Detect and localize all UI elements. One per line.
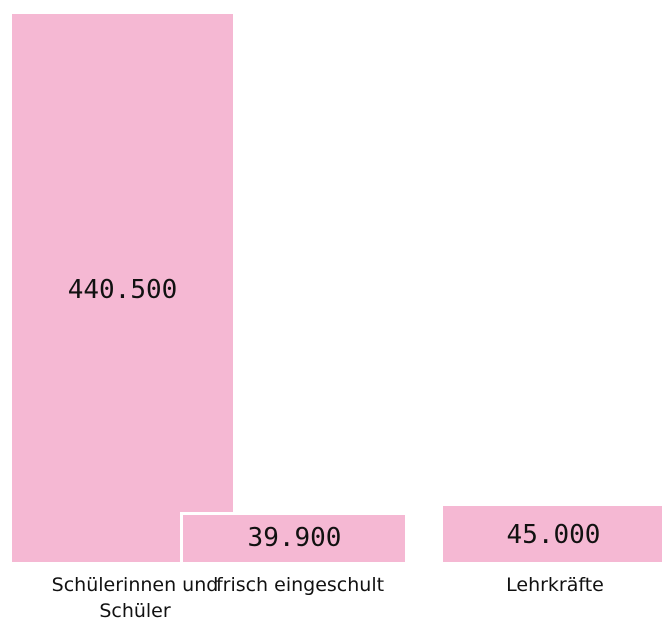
bar (12, 14, 233, 562)
value-label: 39.900 (247, 523, 342, 554)
category-label: Schülerinnen und Schüler (51, 574, 219, 622)
category-label: Lehrkräfte (506, 574, 604, 596)
value-label: 440.500 (67, 275, 178, 305)
bar (443, 506, 662, 562)
value-label: 45.000 (506, 520, 601, 550)
bar (180, 512, 405, 562)
category-label: frisch eingeschult (215, 574, 385, 596)
